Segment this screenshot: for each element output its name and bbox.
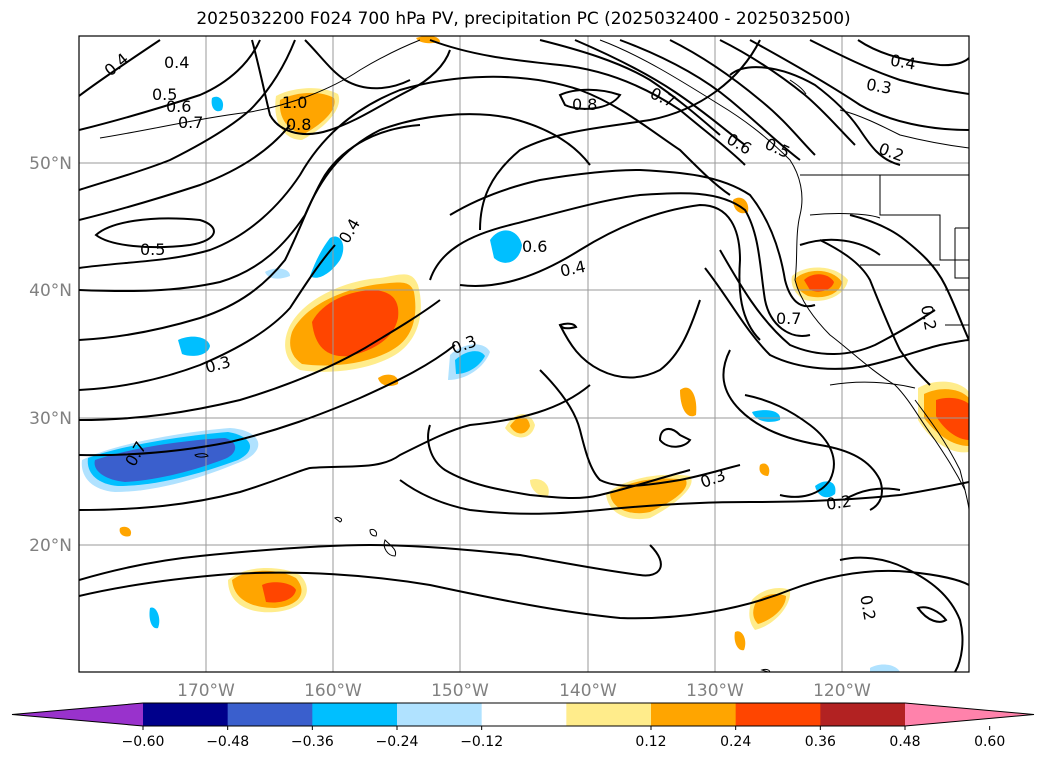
precip-negative-area: [455, 351, 485, 374]
colorbar-tick-label: 0.12: [635, 734, 666, 750]
precip-negative-area: [490, 230, 522, 263]
lat-label-30n: 30°N: [29, 409, 72, 429]
precip-negative-area: [752, 410, 781, 422]
contour-label: 0.5: [140, 240, 165, 259]
contour-label: 0.2: [825, 491, 853, 513]
contour-label: 0.7: [776, 309, 801, 328]
lat-label-20n: 20°N: [29, 536, 72, 556]
precip-positive-area: [680, 387, 697, 417]
lat-label-50n: 50°N: [29, 154, 72, 174]
contour-label: 0.8: [286, 115, 311, 134]
precip-positive-core: [262, 582, 296, 603]
colorbar-bin: [735, 703, 821, 726]
colorbar-tick-label: −0.36: [291, 734, 334, 750]
precip-negative-area: [815, 481, 836, 498]
precip-positive-core: [804, 274, 834, 292]
precip-positive-area: [759, 463, 770, 476]
colorbar-tick-label: −0.48: [206, 734, 249, 750]
colorbar-bin: [481, 703, 567, 726]
contour-label: 0.5: [152, 85, 177, 104]
lon-label-130w: 130°W: [686, 681, 744, 701]
colorbar-tick-label: 0.60: [974, 734, 1005, 750]
precip-positive-area: [510, 417, 530, 434]
longitude-labels: 170°W 160°W 150°W 140°W 130°W 120°W: [177, 681, 871, 701]
precip-positive-area: [734, 631, 746, 651]
lon-label-150w: 150°W: [431, 681, 489, 701]
colorbar-bin: [820, 703, 906, 726]
colorbar-tick-label: −0.24: [376, 734, 419, 750]
lat-label-40n: 40°N: [29, 281, 72, 301]
contour-label: 0.4: [889, 51, 917, 74]
contour-label: 0.4: [558, 257, 587, 281]
graticule: [79, 36, 969, 672]
colorbar-bin: [227, 703, 313, 726]
colorbar-tick-label: 0.24: [720, 734, 751, 750]
latitude-labels: 50°N 40°N 30°N 20°N: [29, 154, 72, 556]
contour-label: 0.7: [647, 84, 678, 112]
coastlines: [99, 39, 969, 672]
precip-negative-area: [178, 336, 210, 356]
precip-positive-core: [312, 290, 399, 357]
contour-labels: 0.4 0.4 0.5 0.6 0.7 1.0 0.8 0.8 0.7 0.6 …: [101, 49, 941, 622]
contour-label: 0.4: [101, 49, 133, 80]
colorbar-bin: [312, 703, 398, 726]
contour-label: 1.0: [282, 93, 307, 112]
contour-label: 0.6: [166, 97, 191, 116]
map-title: 2025032200 F024 700 hPa PV, precipitatio…: [196, 9, 851, 29]
precip-negative-area: [149, 607, 160, 629]
contour-label: 0.2: [856, 594, 879, 622]
colorbar-tick-label: −0.12: [460, 734, 503, 750]
colorbar-tick-label: 0.48: [889, 734, 920, 750]
contour-label: 0.7: [178, 113, 203, 132]
colorbar-bin: [651, 703, 737, 726]
colorbar-tick-label: −0.60: [122, 734, 165, 750]
contour-label: 0.4: [164, 53, 189, 72]
colorbar: −0.60 −0.48 −0.36 −0.24 −0.12 0.12 0.24 0.36 0.4…: [11, 702, 1035, 750]
colorbar-tick-label: 0.36: [805, 734, 836, 750]
precip-positive-core: [936, 397, 969, 440]
colorbar-bin: [397, 703, 483, 726]
precip-positive-area: [530, 478, 549, 497]
lon-label-140w: 140°W: [559, 681, 617, 701]
lon-label-120w: 120°W: [813, 681, 871, 701]
precip-negative-area: [211, 96, 224, 112]
contour-label: 0.2: [876, 139, 906, 166]
pv-contours: [79, 39, 969, 672]
colorbar-extend-high: [905, 703, 1034, 726]
contour-label: 0.2: [917, 303, 940, 331]
colorbar-bin: [143, 703, 229, 726]
contour-label: 0.3: [865, 75, 893, 98]
precip-positive-area: [119, 526, 132, 537]
precip-positive-area: [753, 594, 786, 624]
contour-label: 0.3: [203, 352, 233, 377]
precip-negative-core: [94, 438, 236, 482]
precip-negative-area: [870, 664, 900, 672]
contour-label: 0.6: [522, 237, 547, 256]
colorbar-bin: [566, 703, 652, 726]
lon-label-160w: 160°W: [304, 681, 362, 701]
precip-positive-area: [279, 92, 335, 134]
contour-label: 0.6: [723, 129, 755, 158]
map-frame: [78, 35, 970, 673]
colorbar-extend-low: [12, 703, 143, 726]
lon-label-170w: 170°W: [177, 681, 235, 701]
contour-label: 0.8: [572, 95, 597, 114]
